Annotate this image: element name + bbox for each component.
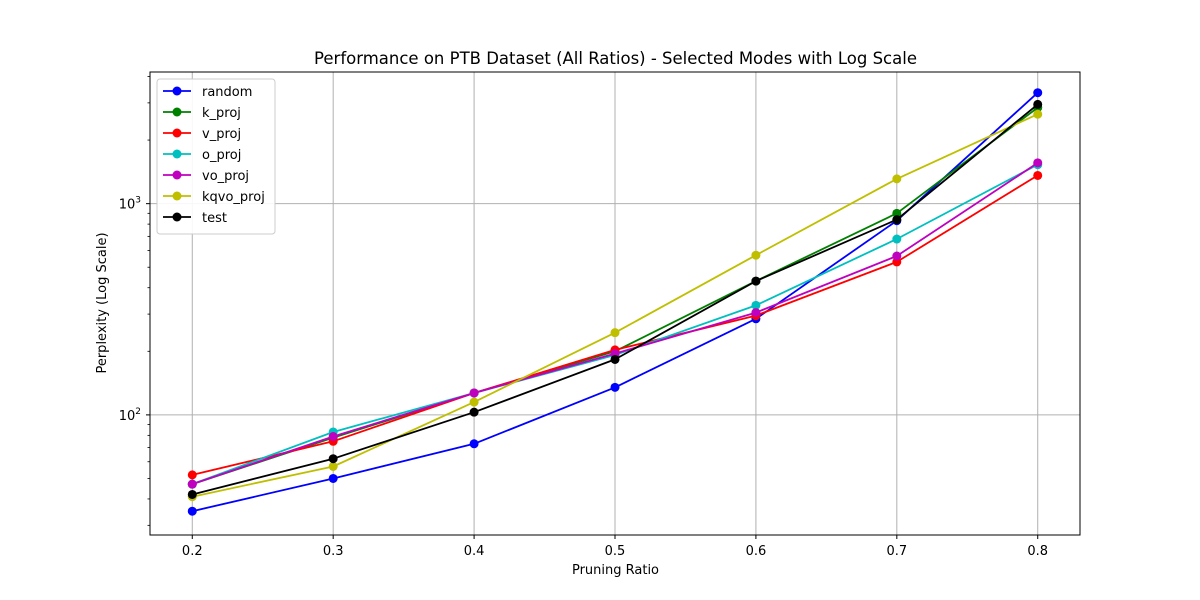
data-point-random [187, 506, 197, 516]
legend-marker-k-proj [172, 107, 182, 117]
grid-lines [150, 72, 1080, 535]
data-point-random [610, 382, 620, 392]
data-point-vo-proj [892, 251, 902, 261]
chart-title: Performance on PTB Dataset (All Ratios) … [314, 49, 917, 68]
axes: 0.2 0.3 0.4 0.5 0.6 0.7 0.8 102 103 [119, 76, 1048, 559]
legend-label-o-proj: o_proj [202, 148, 241, 163]
x-tick-label: 0.3 [323, 544, 344, 559]
series-group [187, 88, 1043, 516]
data-point-kqvo-proj [751, 250, 761, 260]
legend-label-k-proj: k_proj [202, 106, 241, 121]
legend-marker-o-proj [172, 149, 182, 159]
data-point-kqvo-proj [892, 174, 902, 184]
data-point-kqvo-proj [469, 397, 479, 407]
data-point-kqvo-proj [610, 328, 620, 338]
data-point-kqvo-proj [328, 461, 338, 471]
data-point-vo-proj [328, 432, 338, 442]
legend: random k_proj v_proj o_proj vo_proj kqvo_proj… [156, 78, 276, 235]
legend-marker-kqvo-proj [172, 191, 182, 201]
data-point-vo-proj [469, 388, 479, 398]
legend-label-v-proj: v_proj [202, 127, 241, 142]
data-point-o-proj [892, 234, 902, 244]
legend-marker-random [172, 86, 182, 96]
x-tick-label: 0.7 [886, 544, 907, 559]
legend-marker-vo-proj [172, 170, 182, 180]
data-point-test [892, 215, 902, 225]
data-point-random [1033, 88, 1043, 98]
x-axis-label: Pruning Ratio [572, 563, 659, 578]
data-point-test [469, 407, 479, 417]
data-point-v-proj [1033, 170, 1043, 180]
data-point-o-proj [751, 300, 761, 310]
x-tick-label: 0.6 [746, 544, 767, 559]
data-point-test [328, 454, 338, 464]
data-point-vo-proj [751, 308, 761, 318]
x-tick-label: 0.4 [464, 544, 485, 559]
data-point-test [751, 276, 761, 286]
x-tick-label: 0.8 [1027, 544, 1048, 559]
data-point-v-proj [187, 470, 197, 480]
data-point-test [1033, 99, 1043, 109]
x-tick-label: 0.5 [605, 544, 626, 559]
legend-label-test: test [202, 211, 227, 226]
y-axis-label: Perplexity (Log Scale) [95, 232, 110, 373]
legend-label-random: random [202, 85, 252, 100]
y-tick-label: 102 [119, 407, 141, 424]
legend-label-kqvo-proj: kqvo_proj [202, 190, 265, 205]
data-point-random [328, 473, 338, 483]
legend-label-vo-proj: vo_proj [202, 169, 249, 184]
legend-marker-v-proj [172, 128, 182, 138]
data-point-random [469, 439, 479, 449]
data-point-vo-proj [1033, 158, 1043, 168]
data-point-k-proj [892, 208, 902, 218]
data-point-kqvo-proj [1033, 109, 1043, 119]
legend-marker-test [172, 212, 182, 222]
data-point-vo-proj [187, 479, 197, 489]
y-tick-label: 103 [119, 196, 141, 213]
data-point-test [187, 489, 197, 499]
data-point-test [610, 354, 620, 364]
x-tick-label: 0.2 [182, 544, 203, 559]
